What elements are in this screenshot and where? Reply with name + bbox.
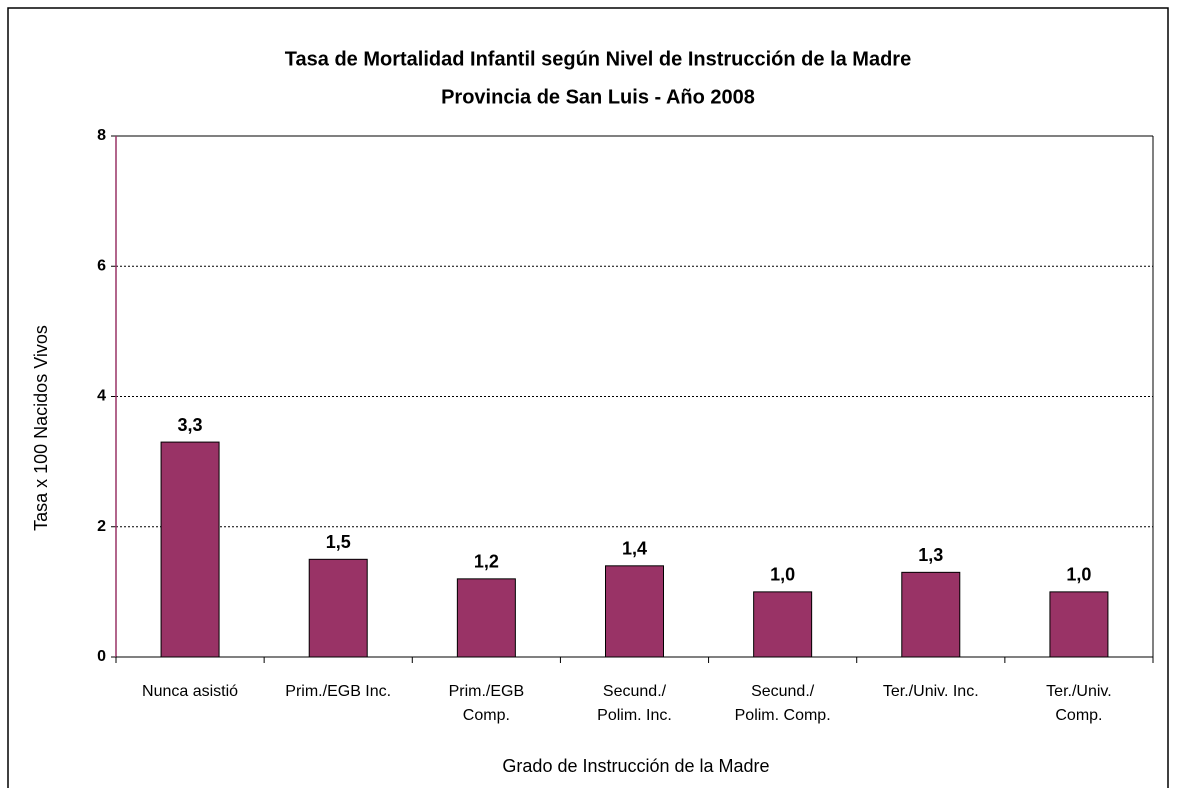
value-label: 1,2 [474,552,499,572]
x-tick-label: Nunca asistió [142,683,239,700]
value-label: 1,4 [622,539,647,559]
chart-frame [7,7,1169,788]
y-tick-label: 4 [97,388,106,405]
value-label: 1,0 [1066,565,1091,585]
value-label: 1,0 [770,565,795,585]
x-tick-label: Prim./EGB Comp. [448,683,525,724]
value-label: 3,3 [178,415,203,435]
bar [605,565,664,658]
x-tick-label: Secund./ Polim. Comp. [734,683,831,724]
bar [753,591,813,658]
chart-title: Tasa de Mortalidad Infantil según Nivel … [285,48,911,70]
y-tick-label: 8 [97,127,106,144]
y-tick-label: 2 [97,518,106,535]
x-axis-title: Grado de Instrucción de la Madre [502,756,769,776]
x-tick-label: Secund./ Polim. Inc. [597,683,672,724]
bar [160,441,220,658]
bar [1049,591,1109,658]
chart-subtitle: Provincia de San Luis - Año 2008 [441,86,755,108]
y-axis-title: Tasa x 100 Nacidos Vivos [31,325,51,531]
y-tick-label: 0 [97,648,106,665]
x-tick-label: Ter./Univ. Comp. [1046,683,1112,724]
bar [308,558,368,658]
x-tick-label: Ter./Univ. Inc. [882,683,979,700]
y-tick-label: 6 [97,257,106,274]
value-label: 1,5 [326,532,351,552]
x-tick-label: Prim./EGB Inc. [285,683,392,700]
bar [901,571,961,658]
value-label: 1,3 [918,545,943,565]
bar [456,578,516,658]
